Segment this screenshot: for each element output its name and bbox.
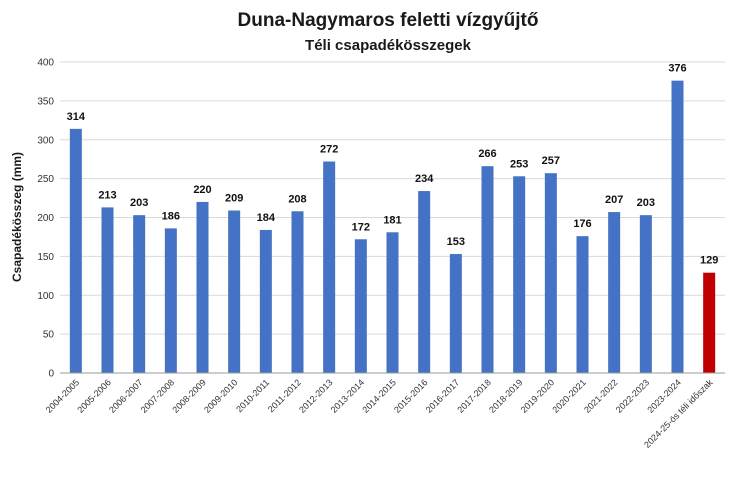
data-label: 203 bbox=[637, 197, 655, 209]
data-label: 266 bbox=[478, 148, 496, 160]
bar bbox=[671, 80, 684, 373]
bar bbox=[608, 212, 621, 373]
bar bbox=[449, 254, 462, 373]
chart-subtitle: Téli csapadékösszegek bbox=[305, 37, 472, 54]
bar bbox=[703, 272, 716, 373]
bar bbox=[196, 201, 209, 373]
bar bbox=[418, 191, 431, 373]
bar bbox=[639, 215, 652, 373]
x-tick-label: 2009-2010 bbox=[202, 377, 240, 415]
bar bbox=[323, 161, 336, 373]
bar bbox=[101, 207, 114, 373]
y-axis-ticks: 0 50 100 150 200 250 300 350 400 bbox=[37, 58, 54, 380]
bars bbox=[69, 80, 716, 373]
data-label: 376 bbox=[668, 63, 686, 75]
data-label: 234 bbox=[415, 173, 434, 185]
y-tick-label: 400 bbox=[37, 58, 54, 69]
data-label: 172 bbox=[352, 221, 370, 233]
y-tick-label: 0 bbox=[48, 369, 54, 380]
data-label: 186 bbox=[162, 210, 180, 222]
bar bbox=[228, 210, 241, 373]
y-tick-label: 200 bbox=[37, 213, 54, 224]
data-label: 208 bbox=[288, 193, 306, 205]
y-tick-label: 100 bbox=[37, 291, 54, 302]
y-tick-label: 150 bbox=[37, 252, 54, 263]
data-label: 153 bbox=[447, 236, 465, 248]
data-label: 181 bbox=[383, 214, 401, 226]
data-label: 220 bbox=[193, 184, 211, 196]
data-label: 213 bbox=[98, 189, 116, 201]
bar bbox=[133, 215, 146, 373]
data-label: 203 bbox=[130, 197, 148, 209]
data-label: 207 bbox=[605, 194, 623, 206]
data-labels: 314 213 203 186 220 209 184 208 272 172 181 234 153 2… bbox=[67, 63, 719, 267]
data-label: 176 bbox=[573, 218, 591, 230]
y-tick-label: 350 bbox=[37, 96, 54, 107]
data-label: 253 bbox=[510, 158, 528, 170]
data-label: 272 bbox=[320, 144, 338, 156]
bar bbox=[259, 229, 272, 373]
bar bbox=[164, 228, 177, 373]
data-label: 129 bbox=[700, 255, 718, 267]
x-axis-ticks: 2004-20052005-20062006-20072007-20082008… bbox=[44, 377, 715, 450]
bar bbox=[354, 239, 367, 373]
bar bbox=[576, 236, 589, 373]
y-tick-label: 300 bbox=[37, 135, 54, 146]
x-tick-label: 2010-2011 bbox=[234, 377, 271, 414]
chart-title: Duna-Nagymaros feletti vízgyűjtő bbox=[238, 10, 539, 31]
data-label: 184 bbox=[257, 212, 276, 224]
y-tick-label: 250 bbox=[37, 174, 54, 185]
bar bbox=[544, 173, 557, 373]
bar bbox=[69, 128, 82, 373]
bar bbox=[513, 176, 526, 373]
data-label: 209 bbox=[225, 193, 243, 205]
y-axis-label: Csapadékösszeg (mm) bbox=[10, 152, 24, 282]
data-label: 257 bbox=[542, 155, 560, 167]
bar bbox=[481, 166, 494, 373]
bar bbox=[291, 211, 304, 373]
bar bbox=[386, 232, 399, 373]
data-label: 314 bbox=[67, 111, 86, 123]
y-tick-label: 50 bbox=[43, 330, 55, 341]
